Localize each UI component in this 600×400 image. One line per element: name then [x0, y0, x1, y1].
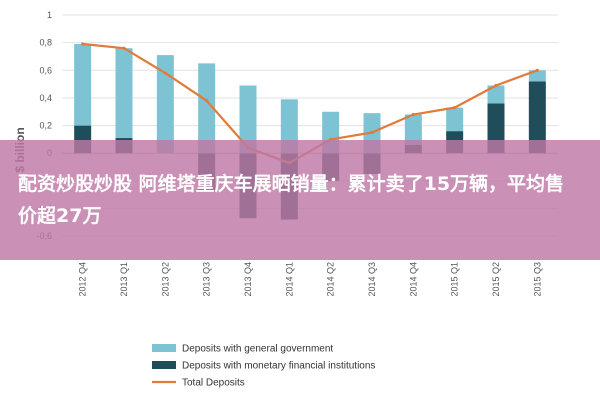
- headline-text[interactable]: 配资炒股炒股 阿维塔重庆车展晒销量：累计卖了15万辆，平均售价超27万: [18, 173, 565, 227]
- total-deposits-point: [370, 130, 374, 135]
- legend-swatch: [152, 344, 176, 352]
- bar-general-government: [487, 85, 505, 104]
- legend-swatch: [152, 361, 176, 369]
- x-tick-label: 2013 Q4: [243, 262, 253, 297]
- bar-monetary-institutions: [528, 81, 546, 154]
- bar-general-government: [446, 107, 464, 132]
- y-tick-label: 1: [47, 10, 52, 20]
- bar-general-government: [156, 55, 174, 154]
- y-tick-label: 0,8: [39, 38, 52, 48]
- total-deposits-point: [163, 71, 167, 75]
- legend-label: Total Deposits: [182, 378, 245, 389]
- legend: Deposits with general government Deposits…: [152, 344, 375, 389]
- total-deposits-point: [411, 112, 415, 117]
- bar-general-government: [74, 44, 92, 126]
- x-tick-label: 2013 Q1: [119, 262, 129, 297]
- total-deposits-point: [81, 42, 85, 46]
- x-tick-label: 2014 Q2: [326, 262, 336, 297]
- y-tick-label: 0,4: [39, 93, 52, 103]
- x-ticks: 2012 Q4 2013 Q1 2013 Q2 2013 Q3 2013 Q4 2014 …: [78, 262, 543, 297]
- total-deposits-point: [453, 106, 457, 110]
- x-tick-label: 2014 Q3: [367, 262, 377, 297]
- x-tick-label: 2013 Q2: [160, 262, 170, 297]
- bar-general-government: [280, 99, 298, 154]
- headline-banner[interactable]: 配资炒股炒股 阿维塔重庆车展晒销量：累计卖了15万辆，平均售价超27万: [0, 140, 600, 260]
- x-tick-label: 2015 Q2: [491, 262, 501, 297]
- bar-general-government: [239, 85, 257, 154]
- x-tick-label: 2013 Q3: [202, 262, 212, 297]
- y-tick-label: 0,2: [39, 121, 52, 131]
- bar-general-government: [528, 70, 546, 82]
- y-tick-label: 0,6: [39, 65, 52, 75]
- total-deposits-point: [205, 99, 209, 103]
- x-tick-label: 2014 Q1: [284, 262, 294, 297]
- legend-label: Deposits with general government: [182, 344, 333, 355]
- x-tick-label: 2014 Q4: [408, 262, 418, 297]
- total-deposits-point: [535, 68, 539, 72]
- total-deposits-point: [494, 83, 498, 88]
- legend-label: Deposits with monetary financial institu…: [182, 361, 375, 372]
- bar-general-government: [115, 48, 133, 139]
- total-deposits-point: [122, 46, 126, 50]
- x-tick-label: 2015 Q1: [450, 262, 460, 297]
- x-tick-label: 2012 Q4: [78, 262, 88, 297]
- x-tick-label: 2015 Q3: [532, 262, 542, 297]
- bar-general-government: [404, 114, 422, 145]
- bar-general-government: [198, 63, 216, 154]
